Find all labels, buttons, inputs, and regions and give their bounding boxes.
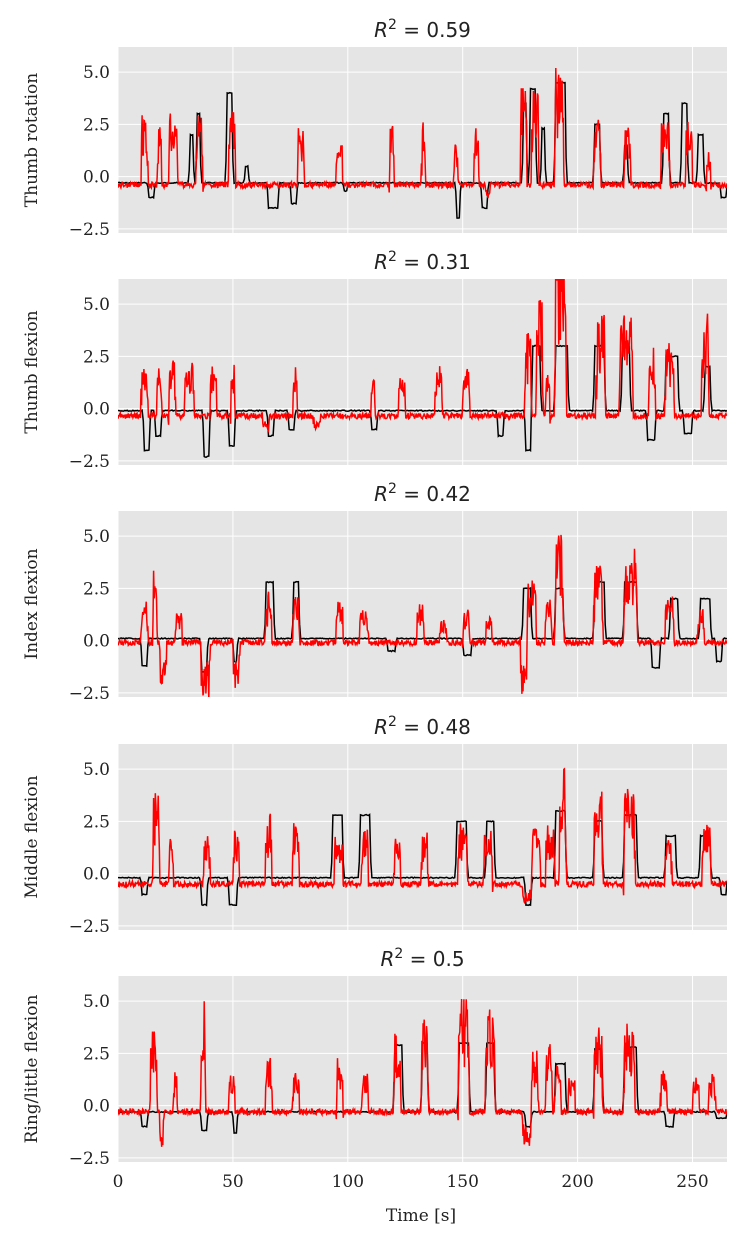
panel-2: −2.5 0.0 2.5 5.0 R2 = 0.31 Thumb flexion bbox=[22, 249, 727, 472]
x-axis-label: Time [s] bbox=[386, 1206, 456, 1226]
prediction-line bbox=[118, 767, 727, 905]
y-tick-label: 2.5 bbox=[83, 115, 110, 135]
panel-title: R2 = 0.31 bbox=[374, 249, 471, 274]
y-axis-label: Thumb rotation bbox=[22, 73, 42, 207]
y-tick-label: 5.0 bbox=[83, 527, 110, 547]
y-tick-label: 2.5 bbox=[83, 812, 110, 832]
x-tick-label: 200 bbox=[561, 1172, 593, 1192]
x-tick-label: 0 bbox=[113, 1172, 124, 1192]
y-tick-label: 0.0 bbox=[83, 632, 110, 652]
y-tick-label: 2.5 bbox=[83, 347, 110, 367]
y-tick-label: −2.5 bbox=[69, 452, 110, 472]
prediction-line bbox=[118, 998, 727, 1147]
panel-5: −2.5 0.0 2.5 5.0 R2 = 0.5 Ring/little flexion bbox=[22, 946, 727, 1169]
plot-area bbox=[118, 511, 727, 697]
x-tick-label: 50 bbox=[222, 1172, 244, 1192]
y-axis-label: Index flexion bbox=[22, 548, 42, 659]
y-tick-label: 2.5 bbox=[83, 579, 110, 599]
y-tick-label: 5.0 bbox=[83, 760, 110, 780]
y-tick-label: 5.0 bbox=[83, 992, 110, 1012]
x-tick-label: 150 bbox=[446, 1172, 478, 1192]
plot-area bbox=[118, 279, 727, 465]
prediction-line bbox=[118, 534, 727, 697]
y-tick-label: 5.0 bbox=[83, 295, 110, 315]
prediction-line bbox=[118, 67, 727, 199]
x-tick-label: 250 bbox=[676, 1172, 708, 1192]
y-tick-label: 5.0 bbox=[83, 63, 110, 83]
y-axis-label: Ring/little flexion bbox=[22, 995, 42, 1144]
x-tick-label: 100 bbox=[332, 1172, 364, 1192]
prediction-line bbox=[118, 279, 727, 434]
panel-3: −2.5 0.0 2.5 5.0 R2 = 0.42 Index flexion bbox=[22, 481, 727, 704]
y-tick-label: 0.0 bbox=[83, 168, 110, 188]
y-tick-label: 0.0 bbox=[83, 1097, 110, 1117]
y-tick-label: 0.0 bbox=[83, 865, 110, 885]
panel-title: R2 = 0.59 bbox=[374, 17, 471, 42]
y-tick-label: 2.5 bbox=[83, 1044, 110, 1064]
panel-1: −2.5 0.0 2.5 5.0 R2 = 0.59 Thumb rotation bbox=[22, 17, 727, 240]
panel-4: −2.5 0.0 2.5 5.0 R2 = 0.48 Middle flexion bbox=[22, 714, 727, 937]
y-tick-label: 0.0 bbox=[83, 400, 110, 420]
y-axis-label: Middle flexion bbox=[22, 775, 42, 898]
panel-title: R2 = 0.42 bbox=[374, 481, 471, 506]
y-tick-label: −2.5 bbox=[69, 684, 110, 704]
y-tick-label: −2.5 bbox=[69, 917, 110, 937]
panel-title: R2 = 0.48 bbox=[374, 714, 471, 739]
panel-title: R2 = 0.5 bbox=[380, 946, 464, 971]
y-tick-label: −2.5 bbox=[69, 220, 110, 240]
target-line bbox=[118, 809, 727, 907]
y-axis-label: Thumb flexion bbox=[22, 310, 42, 433]
y-tick-label: −2.5 bbox=[69, 1149, 110, 1169]
x-axis: 0 50 100 150 200 250 bbox=[113, 1172, 709, 1192]
